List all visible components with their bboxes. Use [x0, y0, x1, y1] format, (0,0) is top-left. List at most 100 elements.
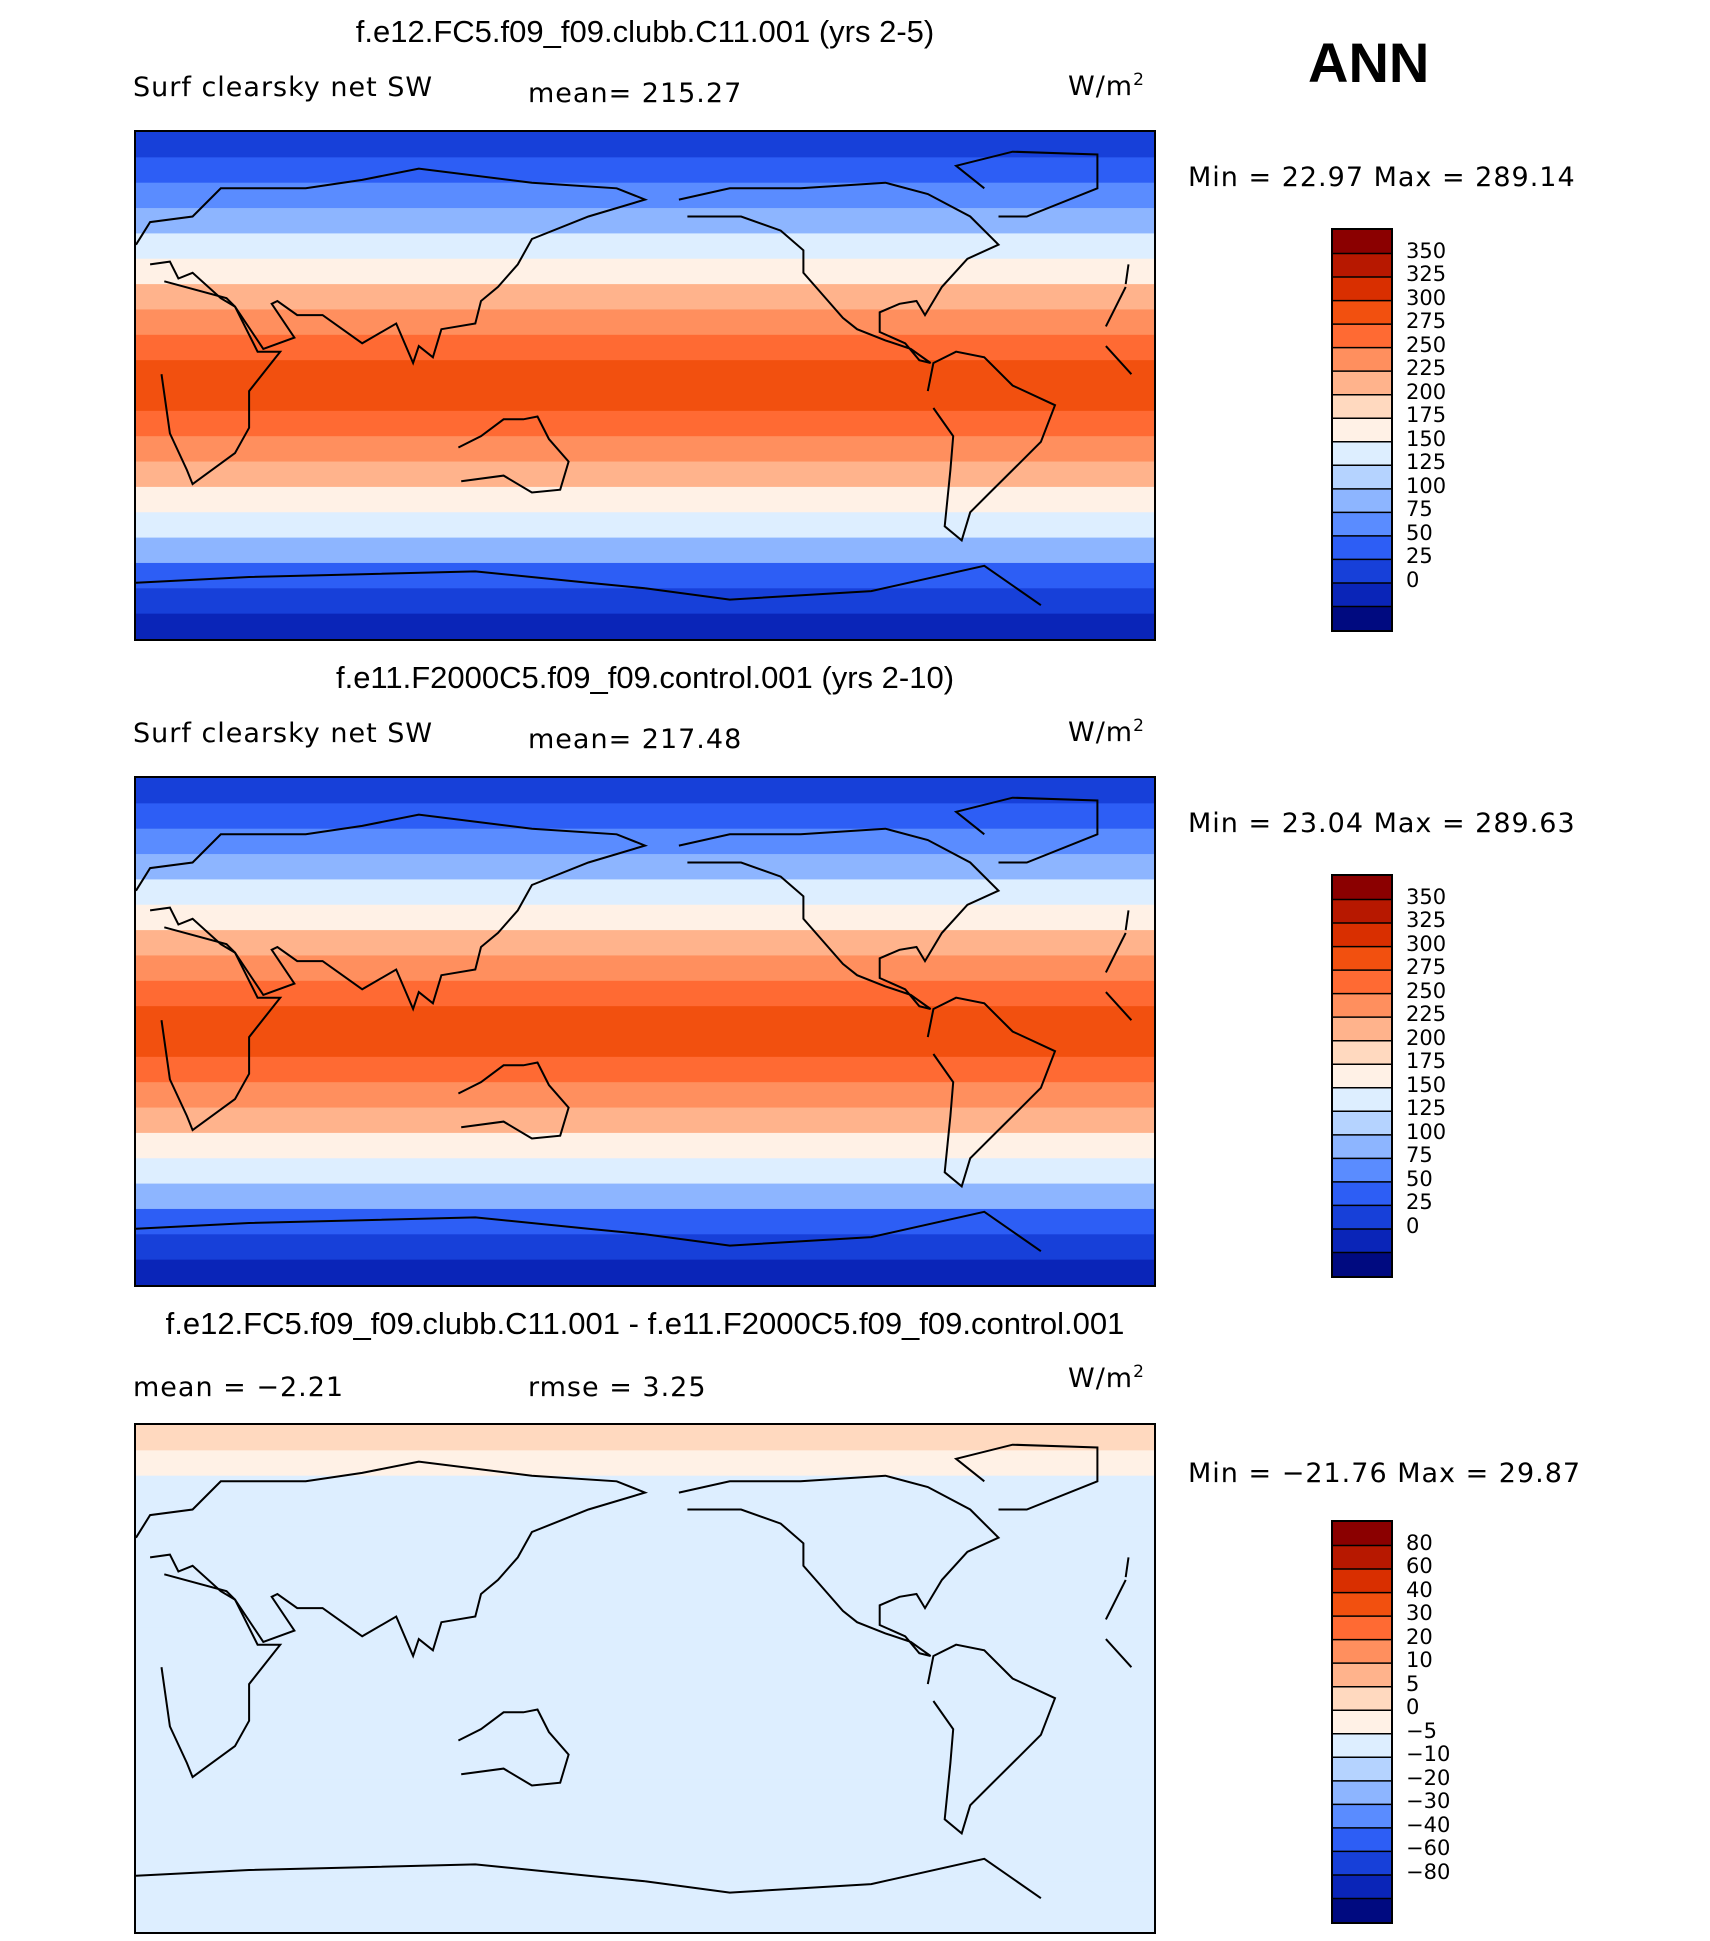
colorbar-swatch — [1333, 418, 1391, 443]
colorbar-swatch — [1333, 1087, 1391, 1112]
latitude-band — [136, 1056, 1154, 1084]
colorbar-swatch — [1333, 512, 1391, 537]
colorbar-tick-label: 0 — [1406, 1695, 1420, 1720]
latitude-band — [136, 410, 1154, 438]
panel-3-mean: mean = −2.21 — [133, 1372, 345, 1403]
colorbar-tick-label: 250 — [1406, 332, 1447, 357]
latitude-band — [136, 1031, 1154, 1058]
coastline-africa — [1105, 345, 1133, 375]
panel-2-title: f.e11.F2000C5.f09_f09.control.001 (yrs 2… — [335, 660, 955, 695]
colorbar-tick-label: 325 — [1406, 908, 1447, 933]
latitude-band — [136, 1881, 1154, 1908]
latitude-band — [136, 1779, 1154, 1807]
colorbar-swatch — [1333, 1639, 1391, 1664]
latitude-band — [136, 537, 1154, 564]
panel-1-variable: Surf clearsky net SW — [133, 72, 434, 103]
colorbar-tick-label: 20 — [1406, 1624, 1433, 1649]
panel-3-units: W/m2 — [1068, 1362, 1145, 1394]
latitude-band — [136, 284, 1154, 311]
colorbar-tick-label: 75 — [1406, 497, 1433, 522]
latitude-band — [136, 1006, 1154, 1033]
colorbar-swatch — [1333, 465, 1391, 490]
panel-2-units: W/m2 — [1068, 716, 1145, 748]
latitude-band — [136, 233, 1154, 260]
panel-2-stats: Min = 23.04 Max = 289.63 — [1188, 808, 1576, 839]
colorbar-tick-label: 100 — [1406, 1119, 1447, 1144]
coastline-antarctica — [136, 1863, 646, 1883]
panel-2-colorbar — [1331, 874, 1393, 1278]
colorbar-tick-label: 275 — [1406, 309, 1447, 334]
colorbar-tick-label: 325 — [1406, 262, 1447, 287]
colorbar-tick-label: 175 — [1406, 1049, 1447, 1074]
colorbar-swatch — [1333, 1733, 1391, 1758]
colorbar-swatch — [1333, 1804, 1391, 1829]
coastline-greenland — [953, 796, 1099, 864]
latitude-band — [136, 1729, 1154, 1756]
colorbar-swatch — [1333, 606, 1391, 630]
latitude-band — [136, 1158, 1154, 1185]
latitude-band — [136, 157, 1154, 184]
colorbar-swatch — [1333, 970, 1391, 995]
season-label: ANN — [1308, 31, 1430, 94]
colorbar-swatch — [1333, 1064, 1391, 1089]
colorbar-swatch — [1333, 1181, 1391, 1206]
latitude-band — [136, 208, 1154, 235]
colorbar-tick-label: 50 — [1406, 1166, 1433, 1191]
colorbar-tick-label: 80 — [1406, 1530, 1433, 1555]
coastline-africa — [1105, 991, 1133, 1021]
colorbar-tick-label: −60 — [1406, 1836, 1451, 1861]
coastline-africa — [1105, 932, 1127, 973]
panel-2-map — [134, 776, 1156, 1287]
colorbar-tick-label: 250 — [1406, 978, 1447, 1003]
colorbar-tick-label: 75 — [1406, 1143, 1433, 1168]
colorbar-tick-label: 300 — [1406, 931, 1447, 956]
colorbar-swatch — [1333, 1898, 1391, 1922]
colorbar-swatch — [1333, 1040, 1391, 1065]
panel-1-stats: Min = 22.97 Max = 289.14 — [1188, 162, 1576, 193]
colorbar-tick-label: 25 — [1406, 1190, 1433, 1215]
colorbar-tick-label: 200 — [1406, 1025, 1447, 1050]
latitude-band — [136, 828, 1154, 856]
colorbar-swatch — [1333, 535, 1391, 560]
colorbar-tick-label: 350 — [1406, 238, 1447, 263]
latitude-band — [136, 436, 1154, 463]
panel-3-map — [134, 1423, 1156, 1934]
panel-3-colorbar — [1331, 1520, 1393, 1924]
colorbar-tick-label: 40 — [1406, 1577, 1433, 1602]
latitude-band — [136, 360, 1154, 387]
colorbar-swatch — [1333, 1252, 1391, 1276]
colorbar-tick-label: 200 — [1406, 379, 1447, 404]
latitude-band — [136, 1450, 1154, 1477]
coastline-europe-asia — [136, 167, 649, 366]
colorbar-swatch — [1333, 946, 1391, 971]
colorbar-swatch — [1333, 324, 1391, 349]
latitude-band — [136, 1501, 1154, 1528]
latitude-band — [136, 1183, 1154, 1210]
colorbar-tick-label: 350 — [1406, 884, 1447, 909]
colorbar-swatch — [1333, 253, 1391, 278]
coastline-antarctica — [644, 1210, 1042, 1253]
coastline-antarctica — [136, 1216, 646, 1236]
colorbar-tick-label: −20 — [1406, 1765, 1451, 1790]
colorbar-swatch — [1333, 1616, 1391, 1641]
latitude-band — [136, 258, 1154, 286]
coastline-north-america — [678, 1474, 1001, 1657]
colorbar-tick-label: 300 — [1406, 285, 1447, 310]
latitude-band — [136, 904, 1154, 932]
colorbar-tick-label: 50 — [1406, 520, 1433, 545]
coastline-north-america — [678, 181, 1001, 364]
colorbar-tick-label: 0 — [1406, 1213, 1420, 1238]
colorbar-swatch — [1333, 1780, 1391, 1805]
latitude-band — [136, 1132, 1154, 1160]
colorbar-swatch — [1333, 993, 1391, 1018]
map-field — [136, 1425, 1154, 1932]
latitude-band — [136, 854, 1154, 881]
latitude-band — [136, 879, 1154, 906]
colorbar-tick-label: 150 — [1406, 1072, 1447, 1097]
colorbar-tick-label: −10 — [1406, 1742, 1451, 1767]
latitude-band — [136, 1906, 1154, 1932]
latitude-band — [136, 588, 1154, 615]
colorbar-swatch — [1333, 1017, 1391, 1042]
colorbar-swatch — [1333, 300, 1391, 325]
coastline-europe-asia — [1124, 1557, 1130, 1578]
